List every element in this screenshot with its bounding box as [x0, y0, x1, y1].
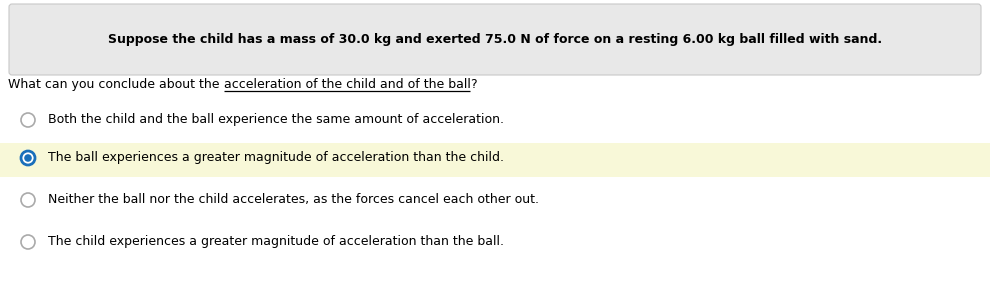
Text: Neither the ball nor the child accelerates, as the forces cancel each other out.: Neither the ball nor the child accelerat…: [48, 194, 539, 207]
FancyBboxPatch shape: [0, 143, 990, 177]
FancyBboxPatch shape: [9, 4, 981, 75]
Circle shape: [21, 113, 35, 127]
Circle shape: [21, 151, 35, 165]
Text: acceleration of the child and of the ball: acceleration of the child and of the bal…: [224, 78, 470, 91]
Text: What can you conclude about the: What can you conclude about the: [8, 78, 224, 91]
Text: Both the child and the ball experience the same amount of acceleration.: Both the child and the ball experience t…: [48, 114, 504, 126]
Text: ?: ?: [470, 78, 477, 91]
Text: The child experiences a greater magnitude of acceleration than the ball.: The child experiences a greater magnitud…: [48, 235, 504, 248]
Text: The ball experiences a greater magnitude of acceleration than the child.: The ball experiences a greater magnitude…: [48, 152, 504, 165]
Text: Suppose the child has a mass of 30.0 kg and exerted 75.0 N of force on a resting: Suppose the child has a mass of 30.0 kg …: [108, 32, 882, 45]
Circle shape: [24, 154, 32, 162]
Circle shape: [21, 193, 35, 207]
Circle shape: [21, 235, 35, 249]
